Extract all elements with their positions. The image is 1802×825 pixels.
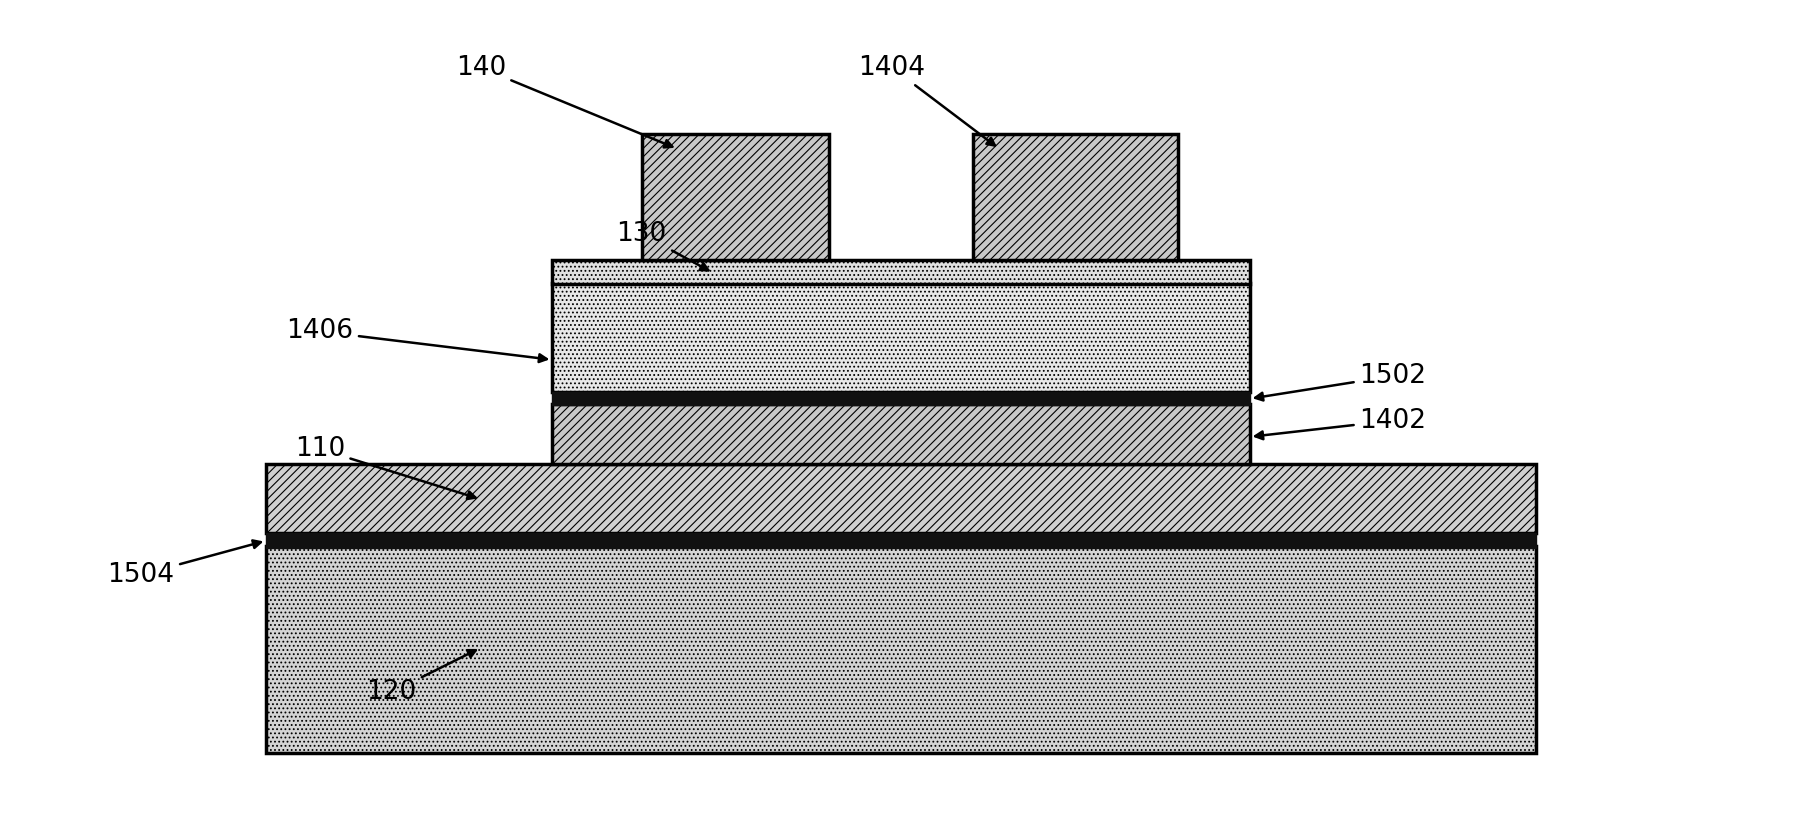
Bar <box>973 134 1179 260</box>
Text: 110: 110 <box>296 436 476 499</box>
Bar <box>267 464 1535 533</box>
Text: 1404: 1404 <box>858 54 995 145</box>
Text: 1406: 1406 <box>287 318 546 362</box>
Bar <box>642 134 829 260</box>
Bar <box>553 260 1249 285</box>
Text: 140: 140 <box>456 54 672 148</box>
Text: 130: 130 <box>616 221 708 271</box>
Bar <box>553 392 1249 405</box>
Bar <box>267 546 1535 753</box>
Bar <box>267 533 1535 548</box>
Text: 1502: 1502 <box>1256 363 1425 400</box>
Bar <box>553 403 1249 464</box>
Text: 1402: 1402 <box>1256 408 1425 439</box>
Bar <box>553 283 1249 392</box>
Text: 120: 120 <box>366 650 476 705</box>
Text: 1504: 1504 <box>108 540 261 587</box>
